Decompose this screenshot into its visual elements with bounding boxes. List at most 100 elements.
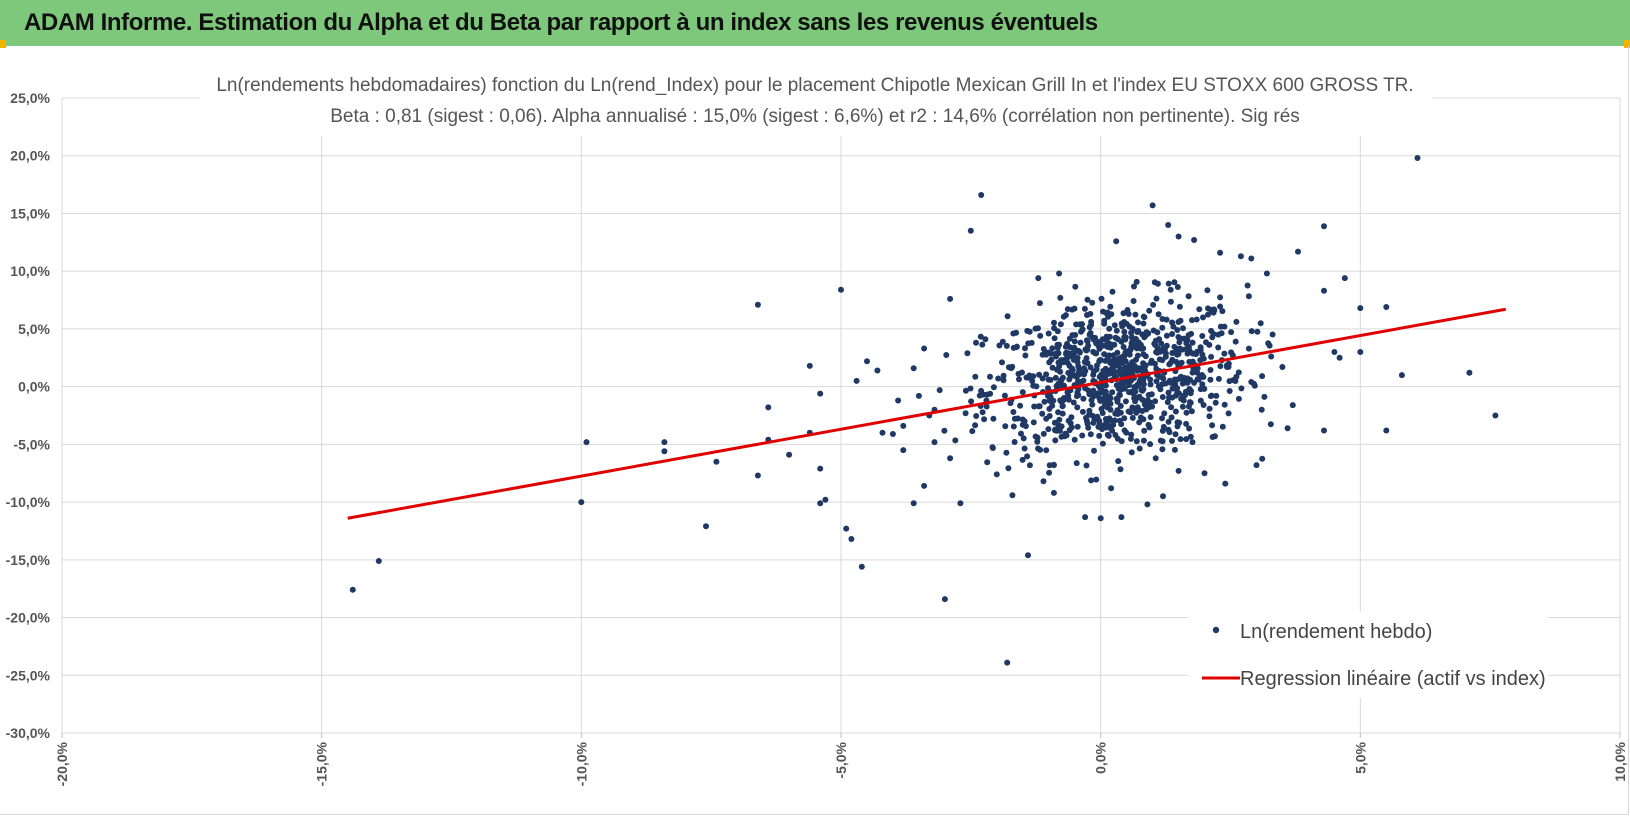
data-point (1188, 330, 1195, 337)
data-point (1217, 323, 1224, 330)
data-point (999, 338, 1006, 345)
data-point (1204, 287, 1211, 294)
data-point (1133, 278, 1140, 285)
data-point (1321, 427, 1327, 434)
data-point (1108, 485, 1115, 492)
data-point (900, 422, 907, 429)
data-point (1267, 421, 1274, 428)
data-point (1032, 325, 1039, 332)
data-point (1134, 404, 1141, 411)
legend-label-points: Ln(rendement hebdo) (1240, 621, 1432, 643)
data-point (941, 596, 948, 603)
axes: 25,0% 20,0% 15,0% 10,0% 5,0% 0,0% -5,0% -10,0% -… (6, 90, 1628, 786)
data-point (1169, 331, 1176, 337)
data-point (1065, 354, 1071, 361)
data-point (1210, 309, 1217, 316)
data-point (1115, 410, 1122, 417)
data-point (1121, 328, 1128, 335)
data-point (976, 392, 983, 399)
data-point (754, 301, 761, 308)
data-point (1131, 362, 1138, 369)
y-tick-label: -15,0% (6, 552, 51, 568)
data-point (1010, 423, 1017, 430)
data-point (1122, 398, 1129, 405)
data-point (1058, 423, 1065, 430)
data-point (1082, 514, 1089, 521)
data-point (1209, 334, 1216, 341)
data-point (1135, 319, 1141, 326)
data-point (1115, 458, 1122, 465)
data-point (1232, 338, 1239, 345)
data-point (1209, 422, 1216, 429)
data-point (1037, 332, 1044, 339)
data-point (1153, 378, 1160, 385)
y-tick-label: -10,0% (6, 494, 51, 510)
data-point (1177, 436, 1184, 443)
data-point (1206, 413, 1213, 420)
data-point (1248, 255, 1255, 262)
data-point (1185, 293, 1192, 300)
data-point (1073, 321, 1080, 328)
data-point (1026, 462, 1033, 469)
data-point (1105, 395, 1112, 402)
data-point (1047, 397, 1053, 404)
data-point (1016, 376, 1022, 383)
data-point (1222, 480, 1229, 487)
data-point (1217, 363, 1224, 370)
data-point (1154, 329, 1161, 336)
data-point (1093, 476, 1100, 483)
data-point (1135, 340, 1142, 347)
data-point (1022, 345, 1028, 352)
data-point (1217, 294, 1224, 301)
data-point (1011, 439, 1018, 445)
data-point (1079, 321, 1085, 328)
data-point (1237, 253, 1244, 260)
data-point (1067, 369, 1074, 376)
data-point (973, 413, 980, 419)
data-point (1036, 403, 1043, 410)
data-point (1189, 317, 1195, 324)
data-point (1128, 449, 1135, 456)
data-point (1035, 445, 1041, 452)
data-point (1187, 433, 1194, 440)
data-point (1147, 376, 1154, 383)
data-point (1168, 414, 1175, 421)
data-point (1268, 353, 1275, 360)
data-point (1120, 310, 1127, 317)
data-point (1199, 372, 1205, 378)
y-tick-label: -5,0% (13, 436, 50, 452)
data-point (1004, 659, 1011, 666)
data-point (1105, 432, 1112, 439)
data-point (1183, 409, 1190, 416)
data-point (1175, 467, 1182, 474)
data-point (1096, 345, 1103, 352)
data-point (1129, 414, 1136, 421)
data-point (1113, 327, 1120, 334)
data-point (1071, 436, 1078, 443)
data-point (1056, 270, 1063, 277)
data-point (1217, 249, 1224, 256)
data-point (987, 390, 994, 397)
data-point (1159, 438, 1166, 445)
data-point (1010, 409, 1017, 415)
header-bar (0, 0, 1630, 46)
data-point (1133, 438, 1140, 445)
data-point (1110, 357, 1117, 364)
page-title: ADAM Informe. Estimation du Alpha et du … (24, 9, 1098, 36)
data-point (1133, 356, 1139, 363)
data-point (1022, 423, 1029, 430)
data-point (1183, 340, 1190, 347)
data-point (1039, 375, 1046, 382)
data-point (1010, 330, 1017, 337)
data-point (1057, 397, 1064, 404)
data-point (1097, 338, 1104, 345)
data-point (972, 373, 979, 380)
data-point (1155, 383, 1162, 390)
data-point (1060, 359, 1067, 366)
data-point (1043, 415, 1050, 422)
data-point (1245, 345, 1252, 352)
data-point (1215, 375, 1222, 382)
data-point (1049, 345, 1056, 352)
data-point (1120, 344, 1127, 350)
data-point (1383, 427, 1390, 434)
